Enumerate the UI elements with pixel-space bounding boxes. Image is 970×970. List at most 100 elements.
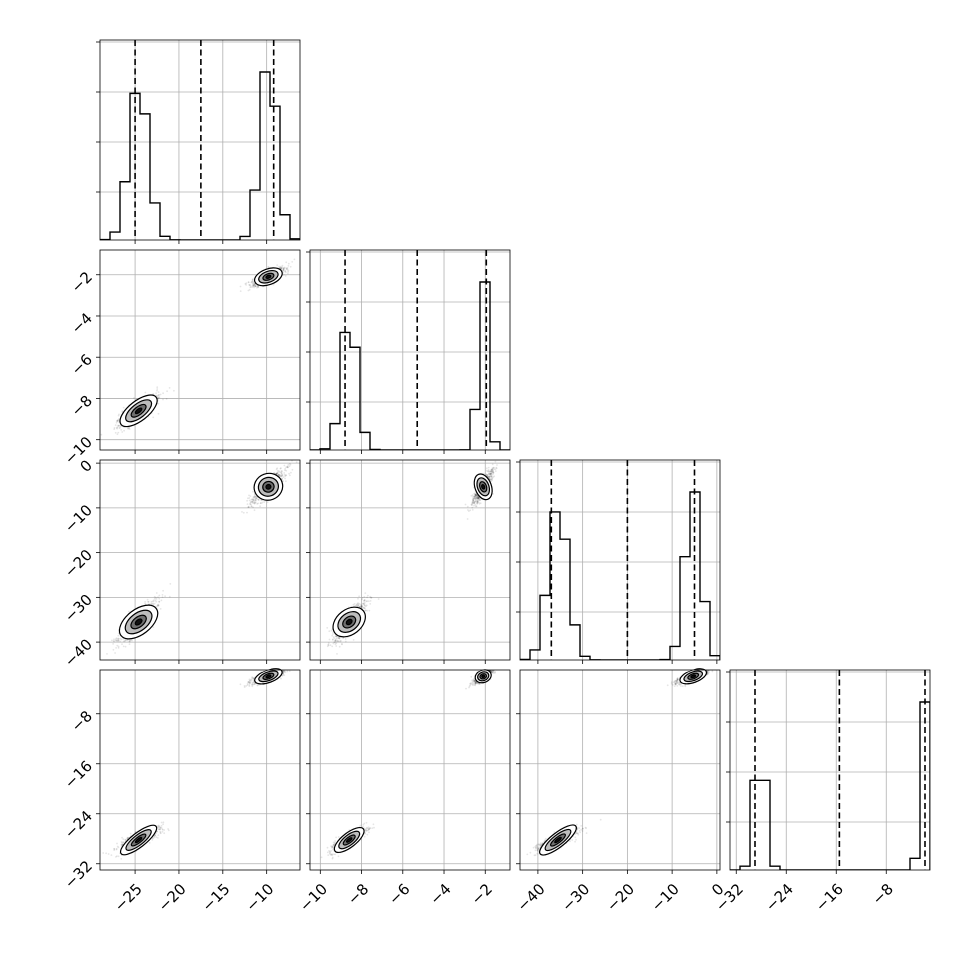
sample-point	[472, 498, 474, 501]
sample-point	[251, 278, 254, 281]
sample-point	[249, 502, 252, 505]
sample-point	[488, 472, 490, 475]
sample-point	[257, 286, 260, 289]
sample-point	[289, 463, 292, 466]
sample-point	[328, 630, 331, 633]
sample-point	[116, 420, 119, 423]
sample-point	[341, 643, 343, 646]
sample-point	[361, 598, 364, 601]
sample-point	[285, 267, 288, 269]
sample-point	[252, 283, 255, 286]
sample-point	[476, 500, 479, 502]
sample-point	[244, 283, 247, 285]
sample-point	[492, 466, 495, 469]
histogram-panel-2	[306, 249, 511, 454]
sample-point	[114, 424, 117, 426]
sample-point	[152, 603, 155, 606]
sample-point	[129, 639, 131, 642]
sample-point	[159, 827, 162, 829]
sample-point	[117, 639, 120, 642]
sample-point	[253, 501, 256, 504]
sample-point	[490, 476, 493, 478]
sample-point	[287, 466, 289, 469]
sample-point	[106, 653, 108, 655]
density-contour	[481, 483, 486, 490]
sample-point	[257, 499, 260, 501]
sample-point	[276, 473, 279, 475]
sample-point	[113, 427, 116, 429]
sample-point	[162, 823, 165, 826]
sample-point	[329, 644, 332, 647]
sample-point	[334, 643, 337, 646]
sample-point	[289, 265, 292, 268]
sample-point	[253, 500, 256, 503]
sample-point	[157, 402, 160, 405]
sample-point	[156, 830, 159, 833]
sample-point	[331, 638, 334, 641]
sample-point	[252, 280, 255, 283]
sample-point	[280, 475, 283, 478]
sample-point	[334, 639, 337, 642]
sample-point	[257, 286, 259, 288]
sample-point	[286, 465, 289, 468]
sample-point	[287, 269, 290, 272]
sample-point	[117, 640, 119, 643]
sample-point	[477, 497, 480, 499]
sample-point	[492, 476, 495, 478]
sample-point	[158, 600, 161, 603]
sample-point	[284, 271, 287, 274]
sample-point	[154, 599, 157, 602]
sample-point	[255, 497, 258, 500]
sample-point	[251, 676, 254, 679]
sample-point	[113, 640, 115, 643]
sample-point	[278, 265, 280, 268]
sample-point	[152, 416, 155, 419]
sample-point	[327, 643, 330, 646]
sample-point	[360, 606, 363, 609]
sample-point	[159, 832, 162, 835]
sample-point	[159, 828, 161, 831]
sample-point	[473, 492, 476, 495]
sample-point	[479, 499, 482, 502]
sample-point	[122, 841, 124, 844]
y-tick-label: −4	[68, 309, 96, 337]
sample-point	[286, 466, 289, 469]
sample-point	[162, 821, 165, 824]
sample-point	[124, 645, 127, 648]
sample-point	[332, 642, 335, 645]
sample-point	[252, 285, 255, 288]
sample-point	[476, 496, 478, 499]
sample-point	[363, 601, 366, 604]
sample-point	[252, 502, 254, 504]
sample-point	[490, 469, 493, 471]
sample-point	[120, 429, 123, 431]
sample-point	[248, 494, 250, 497]
sample-point	[488, 475, 490, 478]
sample-point	[361, 605, 363, 608]
sample-point	[253, 502, 256, 504]
sample-point	[467, 509, 469, 511]
sample-point	[474, 498, 477, 500]
sample-point	[366, 609, 368, 612]
sample-point	[254, 497, 257, 500]
sample-point	[120, 858, 123, 860]
sample-point	[259, 502, 262, 504]
sample-point	[339, 639, 342, 642]
sample-point	[280, 267, 282, 270]
sample-point	[473, 495, 476, 497]
sample-point	[492, 472, 495, 475]
sample-point	[287, 272, 289, 275]
sample-point	[115, 426, 118, 429]
sample-point	[359, 605, 361, 608]
sample-point	[471, 494, 474, 497]
sample-point	[278, 470, 280, 473]
sample-point	[282, 269, 285, 271]
sample-point	[285, 261, 288, 264]
sample-point	[254, 285, 257, 288]
sample-point	[365, 600, 368, 603]
sample-point	[475, 496, 478, 499]
sample-point	[248, 499, 251, 502]
sample-point	[283, 674, 286, 677]
density-contour	[265, 274, 272, 279]
sample-point	[364, 609, 367, 612]
